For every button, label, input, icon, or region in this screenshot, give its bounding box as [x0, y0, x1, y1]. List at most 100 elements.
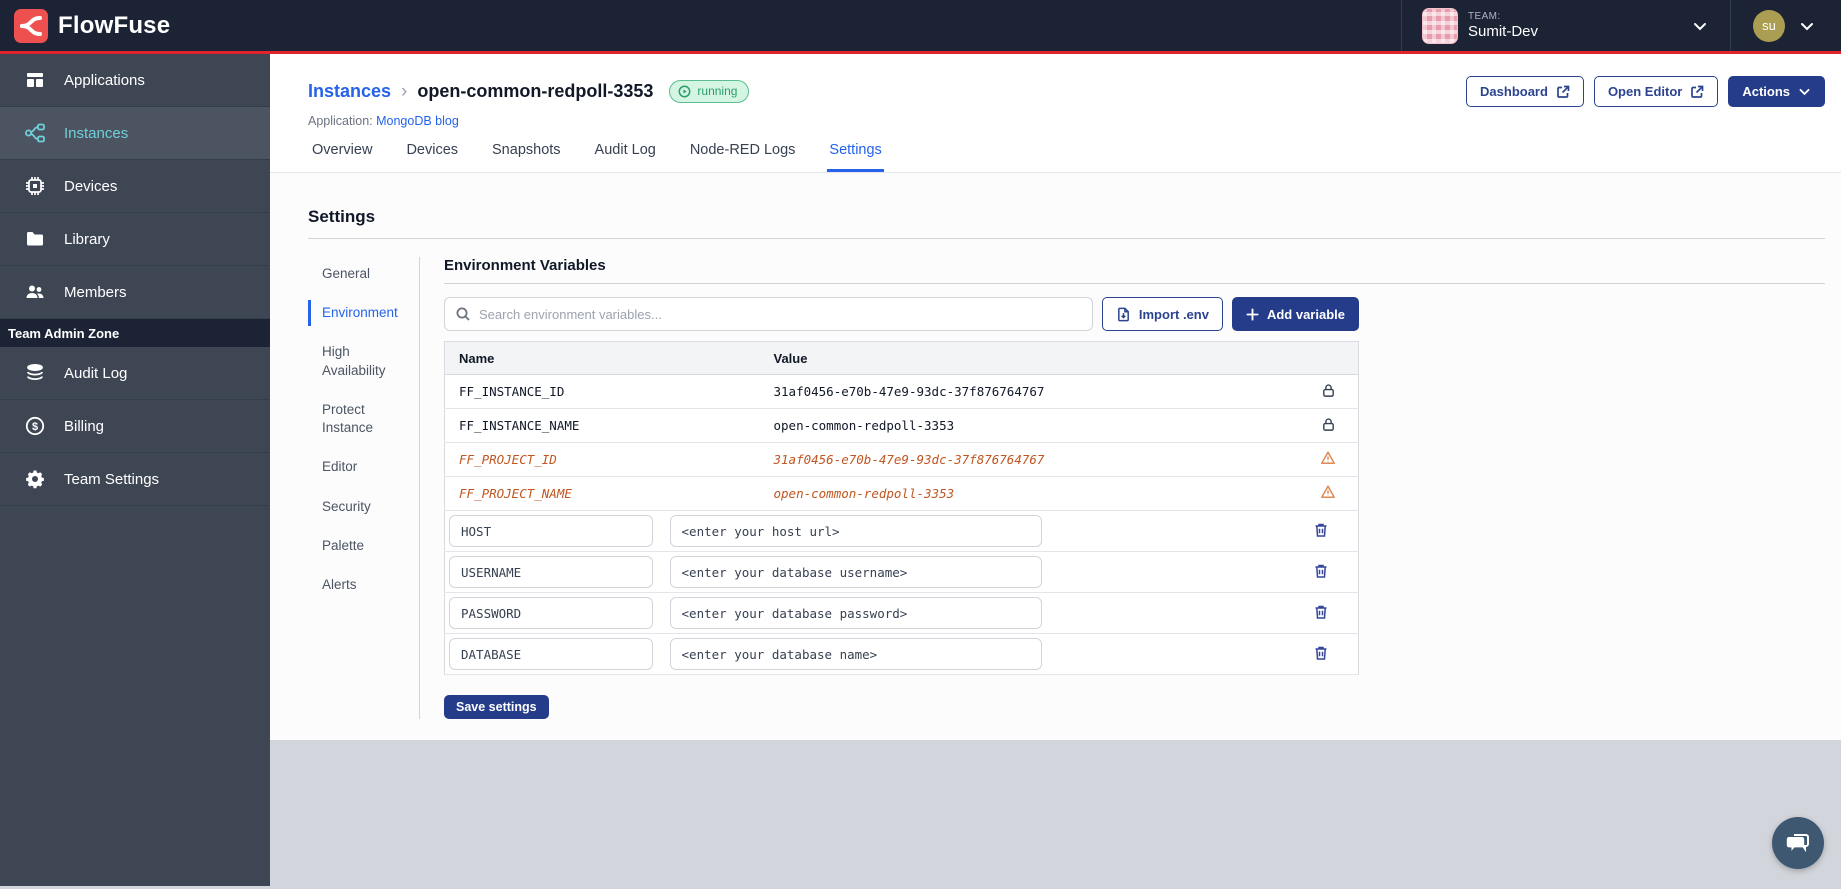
team-selector[interactable]: TEAM: Sumit-Dev: [1401, 0, 1731, 51]
table-row: FF_INSTANCE_NAME open-common-redpoll-335…: [444, 408, 1359, 443]
tab-settings[interactable]: Settings: [827, 142, 884, 172]
brand-name: FlowFuse: [58, 11, 171, 39]
settings-nav-high-availability[interactable]: High Availability: [322, 344, 386, 378]
tab-devices[interactable]: Devices: [406, 142, 459, 158]
sidebar-item-team-settings[interactable]: Team Settings: [0, 453, 270, 506]
settings-nav-environment[interactable]: Environment: [308, 300, 419, 327]
settings-nav-editor[interactable]: Editor: [322, 459, 358, 475]
env-var-value-input[interactable]: [669, 556, 1042, 588]
sidebar-item-instances[interactable]: Instances: [0, 107, 270, 160]
tab-overview[interactable]: Overview: [312, 142, 373, 158]
settings-section: Settings General Environment High Availa…: [270, 173, 1841, 740]
env-var-value-input[interactable]: [669, 597, 1042, 629]
topbar: FlowFuse TEAM: Sumit-Dev su: [0, 0, 1841, 54]
breadcrumb-separator: ›: [401, 80, 408, 102]
env-var-name: FF_INSTANCE_NAME: [444, 408, 760, 443]
audit-log-database-icon: [24, 362, 46, 384]
trash-icon: [1315, 523, 1327, 537]
table-header-row: Name Value: [444, 341, 1359, 375]
sidebar-item-library[interactable]: Library: [0, 213, 270, 266]
import-env-button[interactable]: Import .env: [1101, 297, 1223, 331]
delete-variable-button[interactable]: [1313, 604, 1329, 620]
team-name: Sumit-Dev: [1468, 22, 1539, 40]
sidebar-filler: [0, 506, 270, 886]
team-label: TEAM:: [1468, 11, 1501, 23]
sidebar: Applications Instances Devices: [0, 54, 270, 886]
sidebar-item-label: Applications: [64, 71, 145, 89]
status-label: running: [697, 84, 738, 98]
chat-widget-button[interactable]: [1772, 817, 1824, 869]
application-link[interactable]: MongoDB blog: [376, 114, 459, 128]
chat-icon: [1786, 834, 1809, 853]
settings-nav-palette[interactable]: Palette: [322, 537, 365, 553]
library-folder-icon: [24, 228, 46, 250]
trash-icon: [1315, 646, 1327, 660]
svg-text:$: $: [32, 421, 38, 433]
user-menu[interactable]: su: [1731, 9, 1823, 42]
sidebar-item-applications[interactable]: Applications: [0, 54, 270, 107]
plus-icon: [1246, 307, 1259, 321]
team-admin-zone-header: Team Admin Zone: [0, 319, 270, 347]
sidebar-item-label: Members: [64, 283, 127, 301]
env-var-name-input[interactable]: [449, 556, 653, 588]
table-row-deprecated: FF_PROJECT_ID 31af0456-e70b-47e9-93dc-37…: [444, 442, 1359, 477]
import-file-icon: [1117, 307, 1129, 321]
members-icon: [24, 281, 46, 303]
delete-variable-button[interactable]: [1313, 563, 1329, 579]
env-var-name-input[interactable]: [449, 515, 653, 547]
env-var-value-input[interactable]: [669, 515, 1042, 547]
environment-variables-table: Name Value FF_INSTANCE_ID 31af0456-e70b-…: [444, 341, 1359, 675]
delete-variable-button[interactable]: [1313, 522, 1329, 538]
search-box: [444, 297, 1093, 331]
settings-nav-protect-instance[interactable]: Protect Instance: [322, 401, 374, 436]
open-editor-button[interactable]: Open Editor: [1593, 76, 1719, 107]
lock-icon: [1321, 417, 1336, 432]
settings-nav-general[interactable]: General: [322, 266, 371, 281]
application-label: Application:: [308, 114, 373, 128]
sidebar-item-billing[interactable]: $ Billing: [0, 400, 270, 453]
sidebar-item-audit-log[interactable]: Audit Log: [0, 347, 270, 400]
tab-snapshots[interactable]: Snapshots: [492, 142, 561, 158]
sidebar-item-label: Audit Log: [64, 364, 128, 382]
dashboard-button[interactable]: Dashboard: [1466, 76, 1584, 107]
lock-icon: [1321, 383, 1336, 398]
save-settings-button[interactable]: Save settings: [444, 695, 549, 719]
search-input[interactable]: [479, 306, 1082, 322]
sidebar-item-label: Billing: [64, 417, 105, 435]
env-var-value: open-common-redpoll-3353: [759, 476, 1285, 511]
divider: [308, 238, 1825, 239]
external-link-icon: [1557, 85, 1570, 98]
env-var-name-input[interactable]: [449, 597, 653, 629]
flowfuse-logo[interactable]: FlowFuse: [14, 8, 171, 43]
env-var-value-input[interactable]: [669, 638, 1042, 670]
chevron-down-icon: [1692, 18, 1708, 34]
page-title: Settings: [308, 207, 376, 226]
table-row-deprecated: FF_PROJECT_NAME open-common-redpoll-3353: [444, 476, 1359, 511]
divider: [444, 283, 1825, 284]
actions-column-header: [1284, 341, 1359, 375]
settings-nav-alerts[interactable]: Alerts: [322, 576, 357, 592]
billing-dollar-icon: $: [24, 415, 46, 437]
warning-icon: [1320, 450, 1336, 466]
breadcrumb-instances-link[interactable]: Instances: [308, 81, 392, 101]
breadcrumb: Instances › open-common-redpoll-3353 run…: [308, 76, 1825, 107]
env-var-name-input[interactable]: [449, 638, 653, 670]
tab-audit-log[interactable]: Audit Log: [594, 142, 656, 158]
add-variable-button[interactable]: Add variable: [1231, 297, 1359, 331]
team-avatar: [1422, 7, 1458, 44]
open-editor-button-label: Open Editor: [1607, 84, 1683, 99]
value-column-header: Value: [759, 341, 1285, 375]
settings-nav-security[interactable]: Security: [322, 498, 371, 514]
tab-node-red-logs[interactable]: Node-RED Logs: [689, 142, 796, 158]
sidebar-item-label: Library: [64, 230, 110, 248]
instance-tabs: Overview Devices Snapshots Audit Log Nod…: [308, 142, 1825, 172]
status-badge: running: [669, 80, 750, 103]
env-var-name: FF_PROJECT_NAME: [444, 476, 760, 511]
instance-name: open-common-redpoll-3353: [417, 81, 654, 101]
sidebar-item-devices[interactable]: Devices: [0, 160, 270, 213]
sidebar-item-members[interactable]: Members: [0, 266, 270, 319]
actions-button[interactable]: Actions: [1728, 76, 1825, 107]
delete-variable-button[interactable]: [1313, 645, 1329, 661]
dashboard-button-label: Dashboard: [1480, 84, 1548, 99]
sidebar-item-label: Instances: [64, 124, 129, 142]
